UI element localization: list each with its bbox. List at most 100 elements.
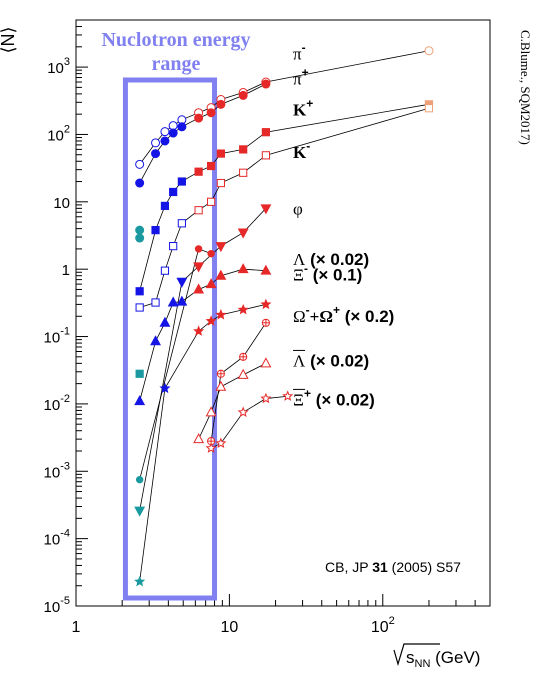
data-point [260, 357, 272, 368]
data-point [193, 433, 205, 444]
data-point [135, 178, 145, 188]
data-point [261, 151, 271, 160]
data-point [135, 225, 145, 235]
y-tick-label: 10-1 [44, 326, 70, 347]
data-point [134, 395, 146, 406]
data-point [159, 382, 171, 394]
series-markers [135, 245, 215, 484]
data-point [216, 149, 225, 158]
data-point [135, 287, 144, 296]
data-point [237, 263, 249, 274]
series-label-alam: Λ (× 0.02) [293, 351, 369, 370]
data-point [282, 390, 294, 401]
series-label-pip: π+ [293, 66, 309, 89]
data-point [176, 295, 188, 306]
data-point [193, 262, 205, 273]
y-tick-label: 1 [62, 262, 70, 279]
series-line [139, 248, 212, 480]
data-point [169, 187, 178, 197]
series-line [139, 107, 430, 308]
data-point [205, 442, 217, 453]
y-tick-label: 10-4 [44, 528, 70, 549]
plot-frame [75, 19, 491, 607]
series-label-km: K- [293, 139, 310, 162]
data-point [160, 266, 170, 275]
data-point [260, 392, 272, 404]
series-label-lam: Λ (× 0.02) [293, 250, 369, 269]
data-point [237, 406, 249, 418]
data-point [151, 226, 160, 235]
y-tick-label: 10-2 [44, 393, 70, 414]
data-point [239, 168, 248, 177]
series-label-axi: Ξ+ (× 0.02) [293, 386, 375, 409]
reference-credit: CB, JP 31 (2005) S57 [325, 559, 461, 575]
data-point [194, 245, 203, 253]
y-tick-label: 103 [47, 56, 70, 77]
data-point [215, 437, 227, 449]
series-markers [135, 79, 271, 188]
data-point [205, 315, 217, 326]
x-axis-label-text: sNN (GeV) [406, 648, 480, 670]
axis-ticks [75, 19, 491, 607]
data-point [261, 128, 271, 137]
data-point [194, 113, 204, 123]
data-point [151, 298, 160, 307]
data-point [206, 108, 216, 118]
data-point [134, 575, 146, 587]
series-line [139, 83, 267, 184]
series-points [134, 46, 434, 587]
data-point [216, 178, 225, 188]
y-tick-label: 102 [47, 123, 70, 144]
x-tick-label: 1 [72, 619, 81, 636]
data-point [207, 197, 216, 206]
data-point [177, 177, 186, 186]
series-labels: π-π+K+K-φΛ (× 0.02)Ξ- (× 0.1)Ω-+Ω+ (× 0.… [293, 40, 394, 409]
data-point [205, 278, 217, 289]
data-point [215, 309, 227, 320]
series-line [210, 395, 288, 449]
data-point [168, 121, 178, 131]
data-point [215, 380, 227, 391]
series-markers [135, 104, 434, 312]
series-line [139, 268, 266, 402]
series-line [139, 103, 430, 292]
data-point [151, 138, 161, 148]
data-point [237, 303, 249, 315]
nuclotron-range-box [122, 77, 218, 601]
data-point [150, 335, 161, 346]
data-point [177, 122, 187, 132]
band-label-line1: Nuclotron energy [101, 29, 250, 51]
data-point [424, 46, 434, 56]
data-point [167, 296, 179, 307]
series-markers [134, 204, 272, 517]
data-point [238, 90, 248, 100]
data-point [260, 298, 272, 310]
data-point [194, 206, 203, 215]
series-markers [193, 357, 272, 444]
data-point [261, 79, 271, 89]
data-point [135, 369, 144, 378]
series-markers [207, 318, 271, 446]
axis-labels: 1 10 102 10-5 10-4 10-3 10-2 10-1 1 10 102 103 ⟨N⟩ sN… [0, 26, 533, 670]
y-tick-label: 10-3 [44, 460, 70, 481]
series-line [210, 322, 267, 442]
x-axis-label: sNN (GeV) [393, 643, 480, 670]
y-axis-label: ⟨N⟩ [0, 26, 18, 53]
series-markers [134, 263, 272, 406]
data-point [215, 269, 227, 280]
data-point [168, 128, 178, 138]
series-label-phi: φ [293, 199, 303, 218]
data-point [237, 228, 249, 239]
series-label-omega: Ω-+Ω+ (× 0.2) [293, 303, 394, 326]
data-point [260, 204, 272, 215]
data-point [135, 475, 144, 484]
data-point [159, 316, 171, 327]
data-point [193, 283, 205, 294]
data-point [134, 506, 146, 517]
data-point [177, 219, 186, 228]
sqrt-sign [393, 643, 440, 667]
data-point [424, 104, 434, 113]
data-point [207, 249, 215, 258]
data-point [193, 325, 205, 336]
